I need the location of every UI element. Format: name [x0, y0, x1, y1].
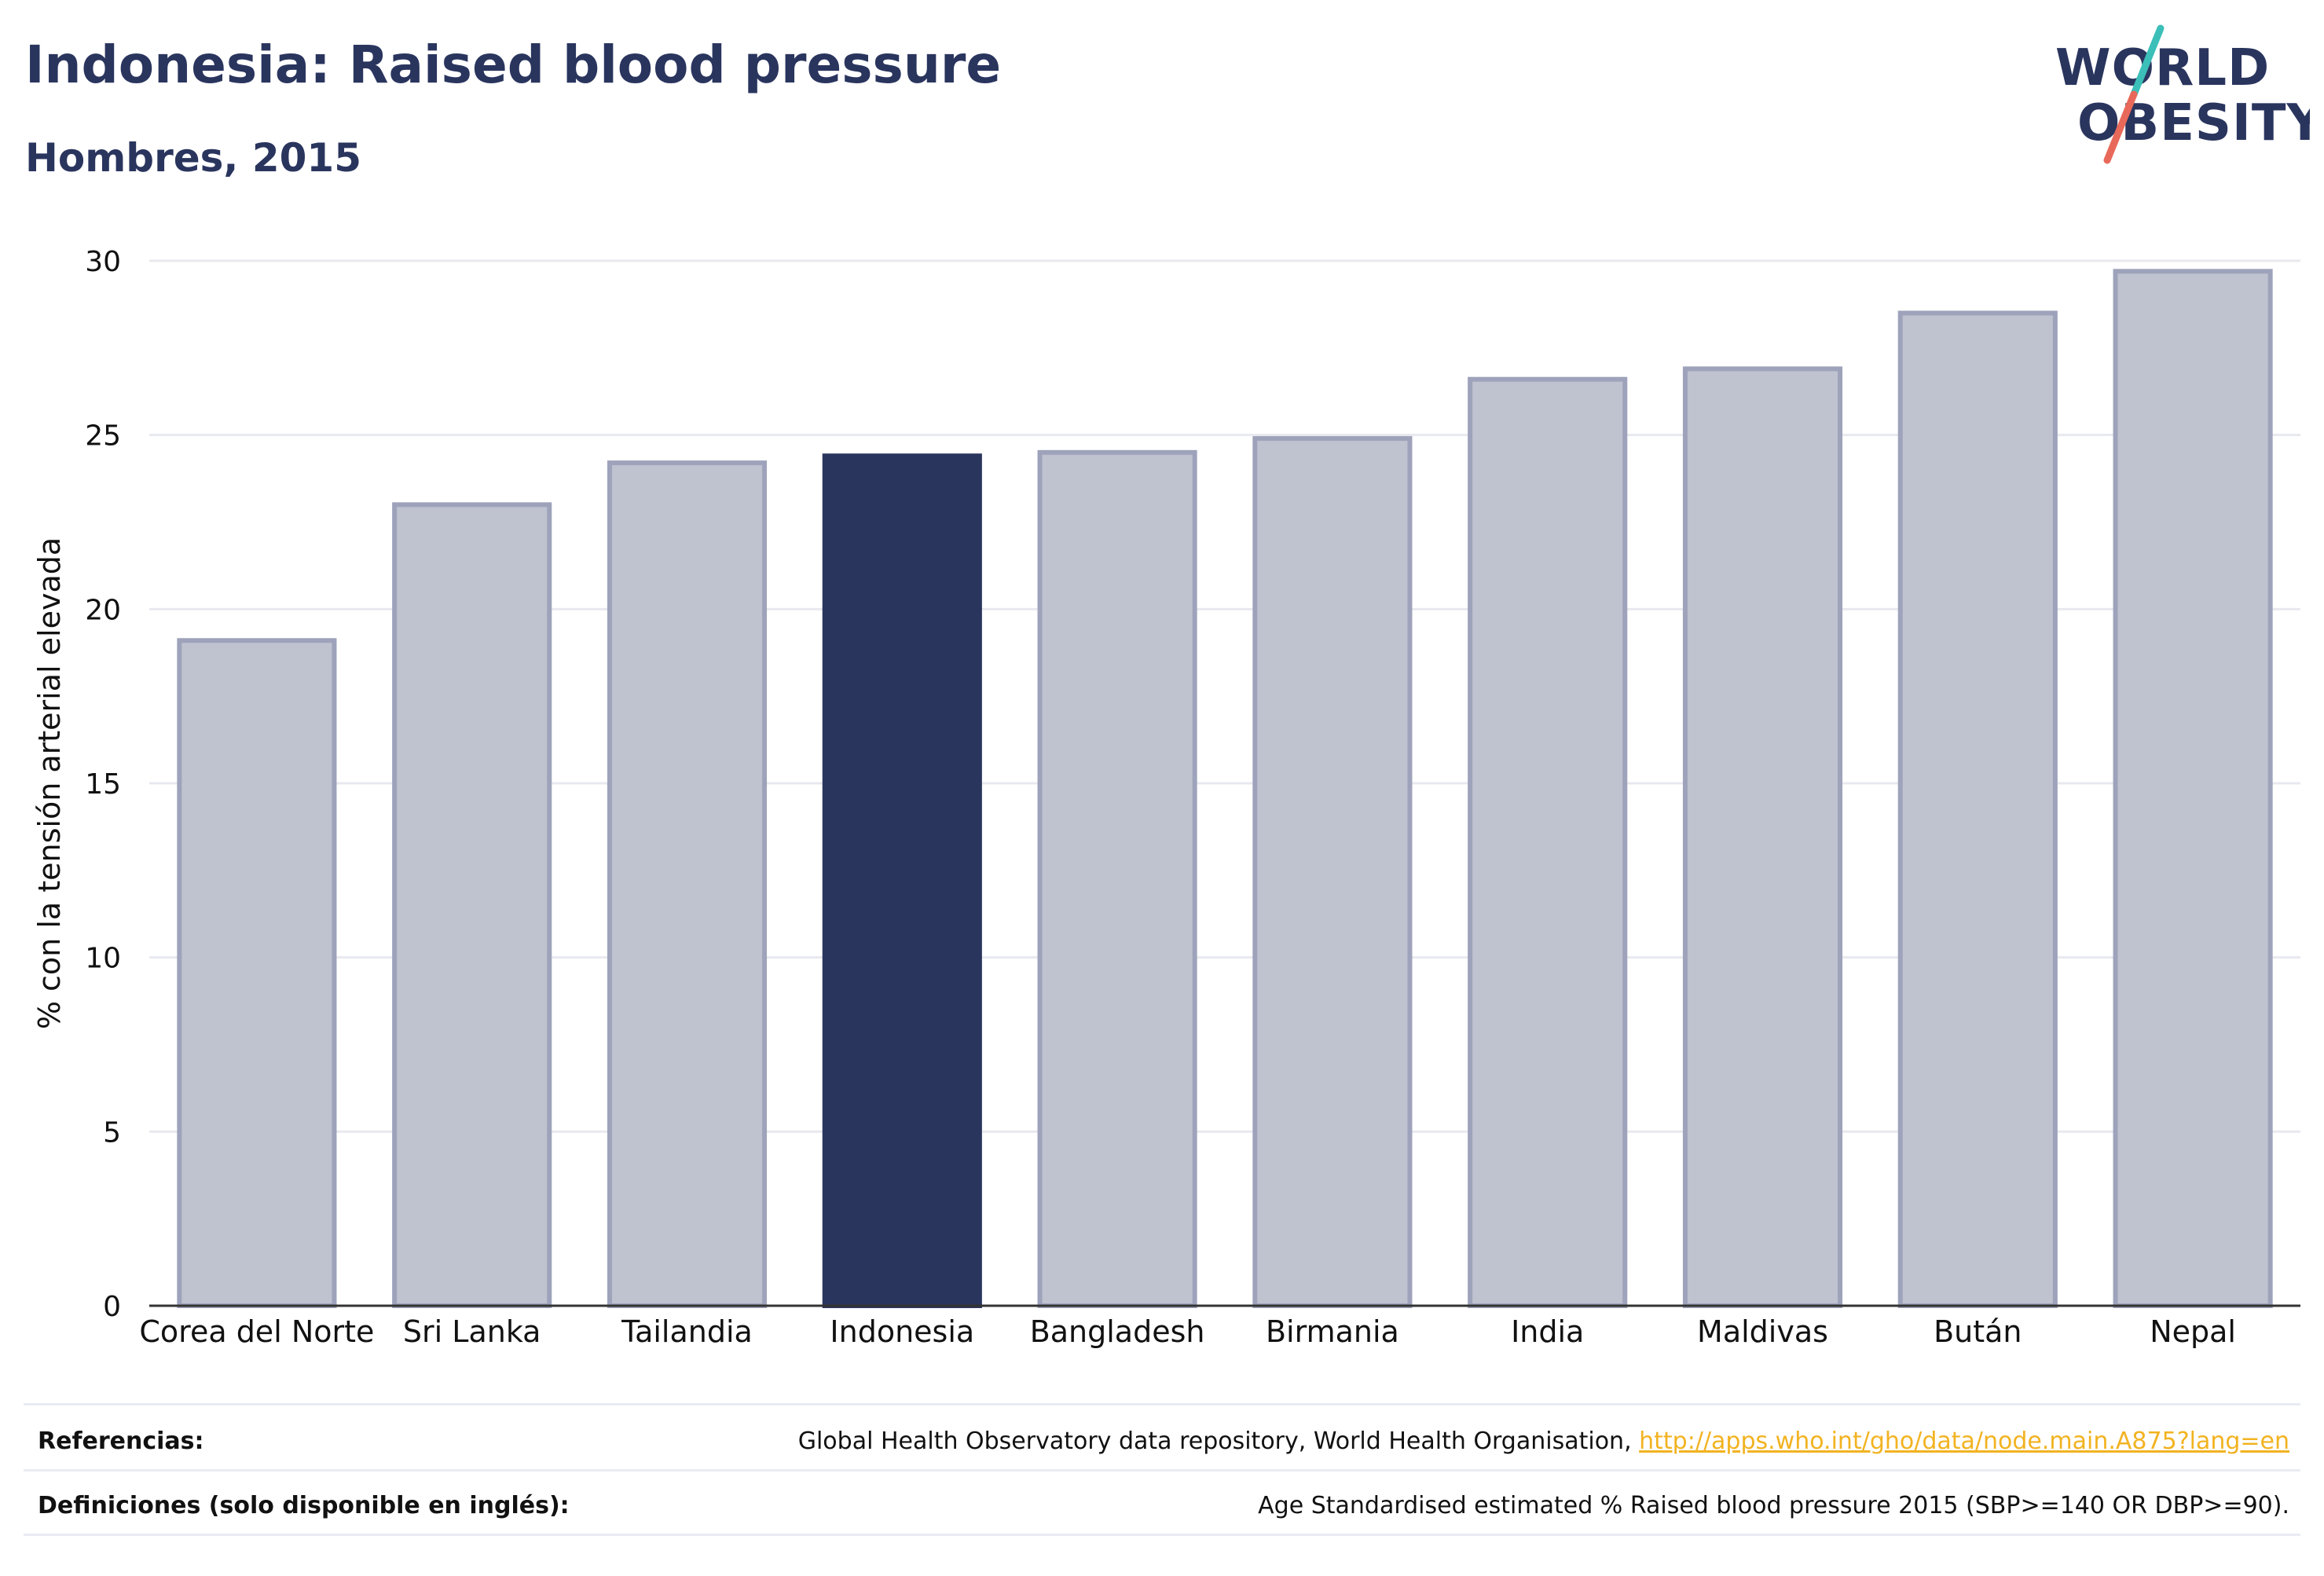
- bar: [1682, 366, 1843, 1308]
- y-tick-label: 10: [85, 943, 121, 975]
- bar: [2113, 269, 2273, 1308]
- y-tick-label: 0: [103, 1291, 121, 1323]
- world-obesity-logo: WORLD OBESITY: [2055, 24, 2310, 164]
- y-tick-label: 5: [103, 1116, 121, 1149]
- references-row: Referencias: Global Health Observatory d…: [24, 1409, 2300, 1472]
- footer-divider-top: [24, 1403, 2300, 1406]
- x-tick-label: Indonesia: [830, 1314, 974, 1349]
- definitions-value: Age Standardised estimated % Raised bloo…: [1258, 1491, 2289, 1519]
- bar: [392, 502, 552, 1308]
- chart-title: Indonesia: Raised blood pressure: [25, 35, 1002, 95]
- bar: [1897, 310, 2058, 1308]
- y-axis-title: % con la tensión arterial elevada: [32, 537, 67, 1029]
- x-tick-label: Maldivas: [1697, 1314, 1828, 1349]
- y-tick-label: 30: [85, 246, 121, 278]
- bar-highlight: [822, 453, 982, 1308]
- bar: [1037, 449, 1197, 1308]
- y-tick-label: 15: [85, 768, 121, 801]
- x-tick-label: Corea del Norte: [139, 1314, 374, 1349]
- references-link[interactable]: http://apps.who.int/gho/data/node.main.A…: [1639, 1427, 2289, 1455]
- x-tick-label: Nepal: [2150, 1314, 2236, 1349]
- x-tick-label: Tailandia: [621, 1314, 753, 1349]
- references-text: Global Health Observatory data repositor…: [797, 1427, 1640, 1455]
- x-tick-label: India: [1511, 1314, 1584, 1349]
- footer-divider-middle: [24, 1469, 2300, 1472]
- x-tick-label: Bután: [1934, 1314, 2022, 1349]
- x-tick-label: Bangladesh: [1030, 1314, 1205, 1349]
- chart-subtitle: Hombres, 2015: [25, 135, 361, 181]
- logo-line-1: WORLD: [2055, 39, 2270, 97]
- bar-chart: 0 5 10 15 20 25 30 Corea del Norte Sri Lanka Tail…: [32, 246, 2300, 1349]
- bar: [177, 638, 337, 1308]
- definitions-row: Definiciones (solo disponible en inglés)…: [24, 1474, 2300, 1537]
- bar: [607, 460, 768, 1309]
- logo-slash-top-icon: [2130, 24, 2165, 98]
- x-tick-label: Birmania: [1266, 1314, 1399, 1349]
- y-tick-label: 25: [85, 420, 121, 453]
- definitions-label: Definiciones (solo disponible en inglés)…: [38, 1491, 570, 1519]
- x-tick-label: Sri Lanka: [403, 1314, 541, 1349]
- logo-slash-bottom-icon: [2103, 90, 2138, 164]
- y-tick-label: 20: [85, 594, 121, 626]
- axes: 0 5 10 15 20 25 30 Corea del Norte Sri Lanka Tail…: [85, 246, 2300, 1349]
- bar: [1252, 436, 1413, 1308]
- references-value: Global Health Observatory data repositor…: [798, 1428, 2300, 1455]
- footer-divider-bottom: [24, 1534, 2300, 1536]
- bar: [1468, 376, 1628, 1309]
- references-label: Referencias:: [38, 1427, 204, 1455]
- bars: [177, 269, 2273, 1309]
